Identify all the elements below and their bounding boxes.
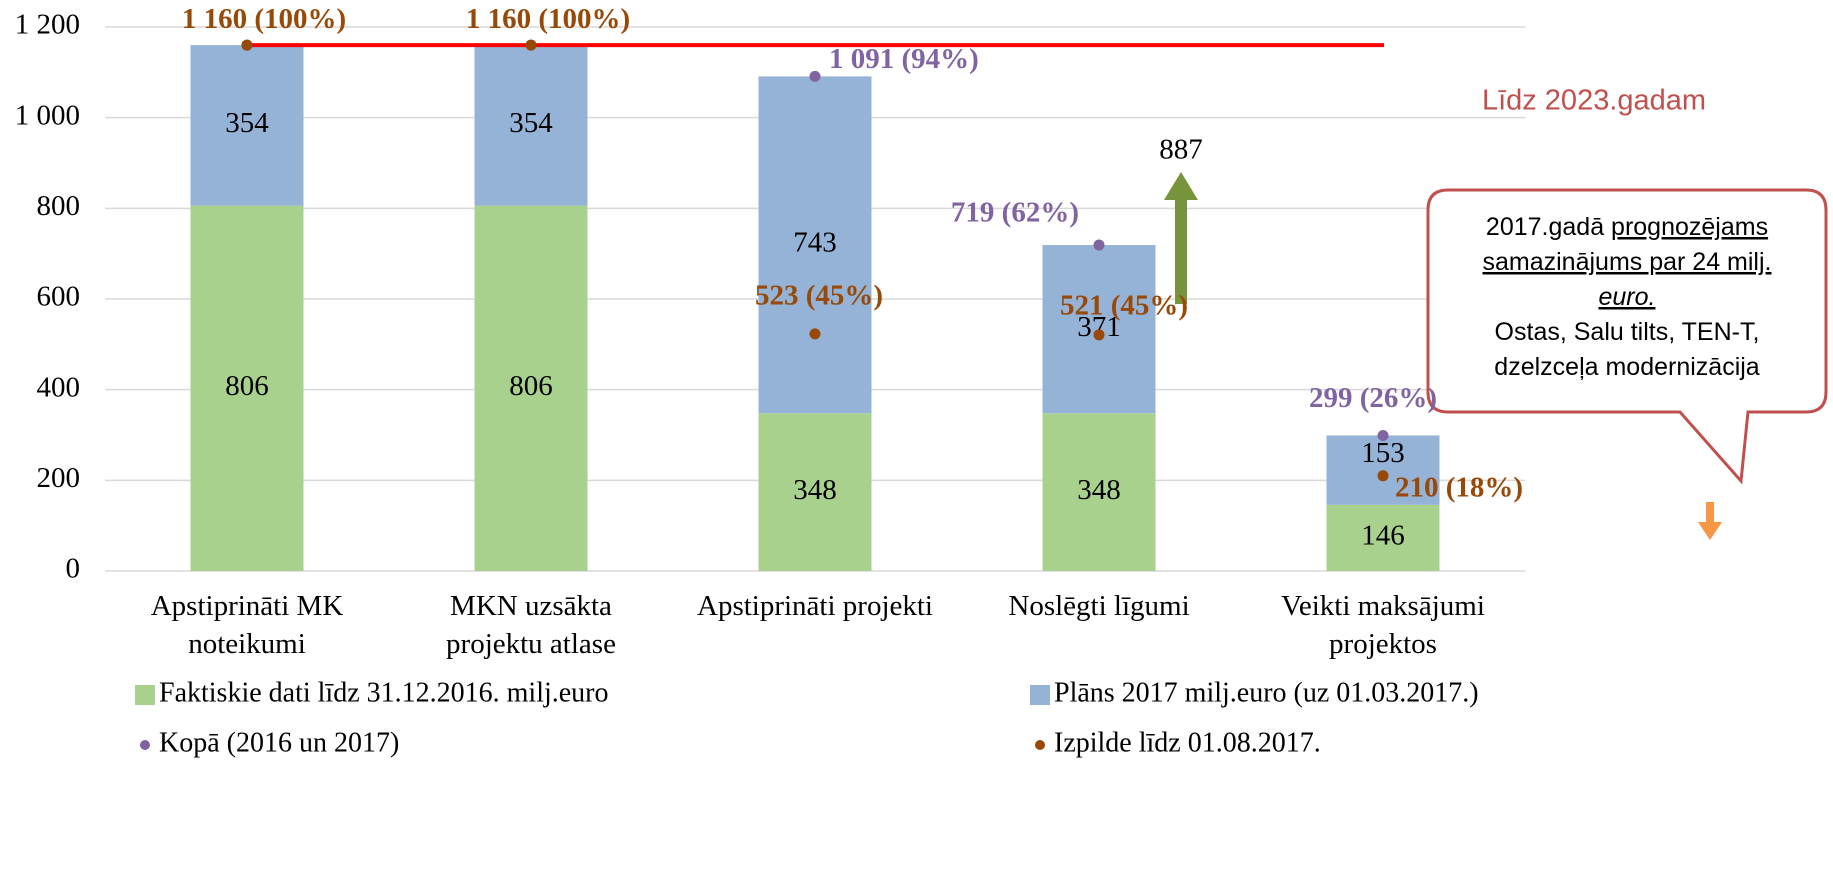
legend-swatch: [1030, 685, 1050, 705]
y-tick-label: 0: [66, 553, 81, 585]
callout-line: Ostas, Salu tilts, TEN-T,: [1495, 318, 1760, 346]
x-tick-line: Noslēgti līgumi: [1008, 590, 1189, 622]
point: [1093, 329, 1105, 341]
segment-label: 743: [793, 226, 837, 258]
x-tick-line: Apstiprināti projekti: [697, 590, 933, 622]
y-tick-label: 200: [37, 462, 81, 494]
point: [809, 328, 821, 340]
segment-label: 153: [1361, 437, 1405, 469]
bar-segment: [474, 205, 588, 571]
point-label: 1 160 (100%): [182, 3, 346, 35]
point: [809, 70, 821, 82]
point: [1377, 429, 1389, 441]
point-label: 521 (45%): [1060, 289, 1188, 321]
legend-swatch: [140, 740, 150, 750]
x-tick-line: noteikumi: [188, 628, 306, 660]
segment-label: 806: [225, 370, 269, 402]
point-label: 719 (62%): [951, 197, 1079, 229]
bar-segment: [1326, 504, 1440, 571]
increase-arrow: [1164, 172, 1198, 304]
x-tick-label: Apstiprināti MK noteikumi: [151, 590, 344, 660]
callout-text: 2017.gadā: [1486, 213, 1611, 241]
x-tick-label: Apstiprināti projekti: [697, 590, 933, 622]
bar-segment: [190, 45, 304, 206]
bar-segment: [758, 413, 872, 571]
bar-segment: [474, 45, 588, 206]
point-label: 1 160 (100%): [466, 3, 630, 35]
segment-label: 354: [509, 107, 553, 139]
legend-swatch: [1035, 740, 1045, 750]
legend-label: Faktiskie dati līdz 31.12.2016. milj.eur…: [159, 677, 609, 708]
bar-segment: [758, 76, 872, 414]
point-label: 299 (26%): [1309, 382, 1437, 414]
callout-line: samazinājums par 24 milj.: [1483, 248, 1772, 276]
bar-segment: [190, 205, 304, 571]
legend-label: Kopā (2016 un 2017): [159, 727, 399, 758]
callout-box: [1426, 188, 1828, 485]
bar-segment: [1326, 435, 1440, 505]
callout-line: euro.: [1599, 283, 1656, 311]
segment-label: 146: [1361, 520, 1405, 552]
callout-text: euro.: [1599, 283, 1656, 311]
segment-label: 348: [1077, 474, 1121, 506]
x-tick-line: MKN uzsākta: [450, 590, 612, 622]
bar-segment: [1042, 413, 1156, 571]
bar-segment: [1042, 245, 1156, 414]
segment-label: 806: [509, 370, 553, 402]
y-tick-label: 600: [37, 281, 81, 313]
callout-text: samazinājums par 24 milj.: [1483, 248, 1772, 276]
point-label: 523 (45%): [755, 280, 883, 312]
y-tick-label: 800: [37, 190, 81, 222]
callout-text: Ostas, Salu tilts, TEN-T,: [1495, 318, 1760, 346]
point: [525, 39, 537, 51]
x-tick-line: projektos: [1329, 628, 1437, 660]
x-tick-label: Veikti maksājumi projektos: [1281, 590, 1485, 660]
point-label: 210 (18%): [1395, 471, 1523, 503]
y-tick-label: 1 000: [15, 99, 80, 131]
y-tick-label: 1 200: [15, 9, 80, 41]
legend-swatch: [135, 685, 155, 705]
y-tick-label: 400: [37, 371, 81, 403]
overlay: Līdz 2023.gadam 887 1 091 (94%) 719 (62%) 29…: [135, 3, 1772, 758]
point: [1093, 239, 1105, 251]
x-tick-line: Apstiprināti MK: [151, 590, 344, 622]
x-tick-line: projektu atlase: [446, 628, 616, 660]
x-tick-label: MKN uzsākta projektu atlase: [446, 590, 616, 660]
point: [1377, 470, 1389, 482]
arrow-label: 887: [1159, 134, 1203, 166]
legend-label: Plāns 2017 milj.euro (uz 01.03.2017.): [1054, 677, 1479, 708]
callout-text: dzelzceļa modernizācija: [1494, 353, 1760, 381]
decrease-arrow: [1698, 502, 1722, 540]
point-label: 1 091 (94%): [829, 43, 979, 75]
callout-line: 2017.gadā prognozējams: [1486, 213, 1768, 241]
point: [241, 39, 253, 51]
segment-label: 354: [225, 107, 269, 139]
x-tick-label: Noslēgti līgumi: [1008, 590, 1189, 622]
x-tick-line: Veikti maksājumi: [1281, 590, 1485, 622]
callout-line: dzelzceļa modernizācija: [1494, 353, 1760, 381]
legend-label: Izpilde līdz 01.08.2017.: [1054, 727, 1321, 758]
callout-text: prognozējams: [1611, 213, 1768, 241]
segment-label: 348: [793, 474, 837, 506]
target-line-label: Līdz 2023.gadam: [1482, 85, 1706, 117]
